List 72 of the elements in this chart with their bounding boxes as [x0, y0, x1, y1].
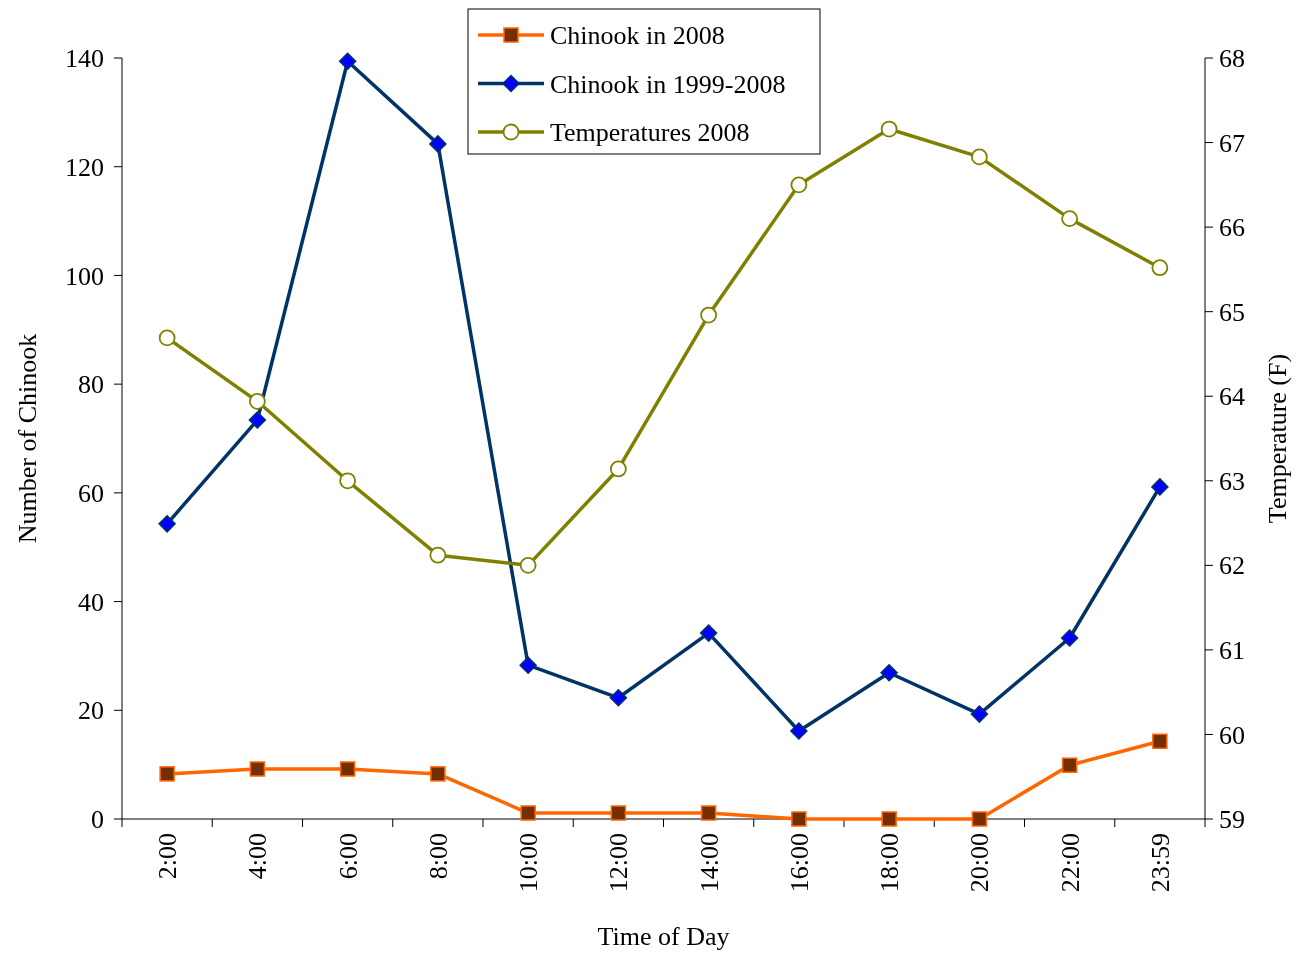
y2-tick-label: 68	[1219, 44, 1245, 74]
point	[1151, 478, 1169, 496]
point	[790, 176, 808, 194]
point	[158, 515, 176, 533]
legend-label: Chinook in 1999-2008	[550, 69, 786, 99]
y2-tick-label: 61	[1219, 635, 1245, 665]
point	[519, 656, 537, 674]
y-tick-label: 20	[78, 696, 104, 726]
point	[791, 811, 807, 827]
point	[248, 392, 266, 410]
point	[519, 556, 537, 574]
point	[790, 722, 808, 740]
y2-tick-label: 64	[1219, 382, 1245, 412]
point	[520, 805, 536, 821]
point	[338, 52, 357, 71]
point	[1061, 757, 1078, 773]
y2-tick-label: 63	[1219, 466, 1245, 496]
point	[700, 805, 717, 821]
point	[970, 148, 988, 166]
point	[699, 624, 718, 642]
point	[880, 664, 898, 682]
point	[339, 761, 356, 777]
x-tick-label: 12:00	[604, 833, 634, 893]
y2-tick-label: 66	[1219, 213, 1245, 243]
point	[158, 329, 176, 347]
point	[881, 811, 897, 827]
x-tick-label: 8:00	[423, 833, 453, 880]
x-tick-label: 4:00	[243, 833, 273, 880]
point	[609, 689, 628, 707]
y-tick-label: 100	[65, 261, 104, 291]
point	[970, 705, 989, 723]
y2-axis-title: Temperature (F)	[1263, 353, 1292, 524]
y-tick-label: 0	[91, 805, 104, 835]
x-tick-label: 23:59	[1145, 833, 1175, 893]
y-tick-label: 40	[78, 587, 104, 617]
y2-tick-label: 59	[1219, 805, 1245, 835]
point	[609, 460, 627, 478]
x-tick-label: 16:00	[784, 833, 814, 893]
x-axis-title: Time of Day	[597, 922, 730, 951]
x-tick-label: 2:00	[153, 833, 183, 880]
y-axis-title: Number of Chinook	[13, 333, 42, 544]
point	[339, 472, 357, 490]
point	[429, 546, 447, 564]
y-tick-label: 120	[65, 152, 104, 182]
point	[249, 761, 266, 777]
point	[610, 805, 627, 821]
point	[1152, 733, 1168, 750]
y-tick-label: 140	[65, 44, 104, 74]
point	[700, 306, 718, 324]
point	[880, 120, 898, 138]
y-tick-label: 80	[78, 370, 104, 400]
point	[1151, 259, 1169, 277]
x-tick-label: 20:00	[965, 833, 995, 893]
point	[1061, 210, 1079, 228]
point	[971, 811, 988, 827]
legend-label: Temperatures 2008	[550, 118, 750, 148]
y2-tick-label: 62	[1219, 551, 1245, 581]
point	[248, 411, 267, 429]
x-tick-label: 10:00	[514, 833, 544, 893]
legend-label: Chinook in 2008	[550, 21, 725, 51]
point	[430, 766, 446, 782]
point	[429, 135, 447, 153]
y2-tick-label: 67	[1219, 128, 1245, 158]
y2-tick-label: 60	[1219, 720, 1245, 750]
point	[159, 766, 175, 782]
x-tick-label: 22:00	[1055, 833, 1085, 893]
x-tick-label: 14:00	[694, 833, 724, 893]
y2-tick-label: 65	[1219, 297, 1245, 327]
point	[1060, 629, 1079, 647]
x-tick-label: 18:00	[875, 833, 905, 893]
y-tick-label: 60	[78, 478, 104, 508]
x-tick-label: 6:00	[333, 833, 363, 880]
